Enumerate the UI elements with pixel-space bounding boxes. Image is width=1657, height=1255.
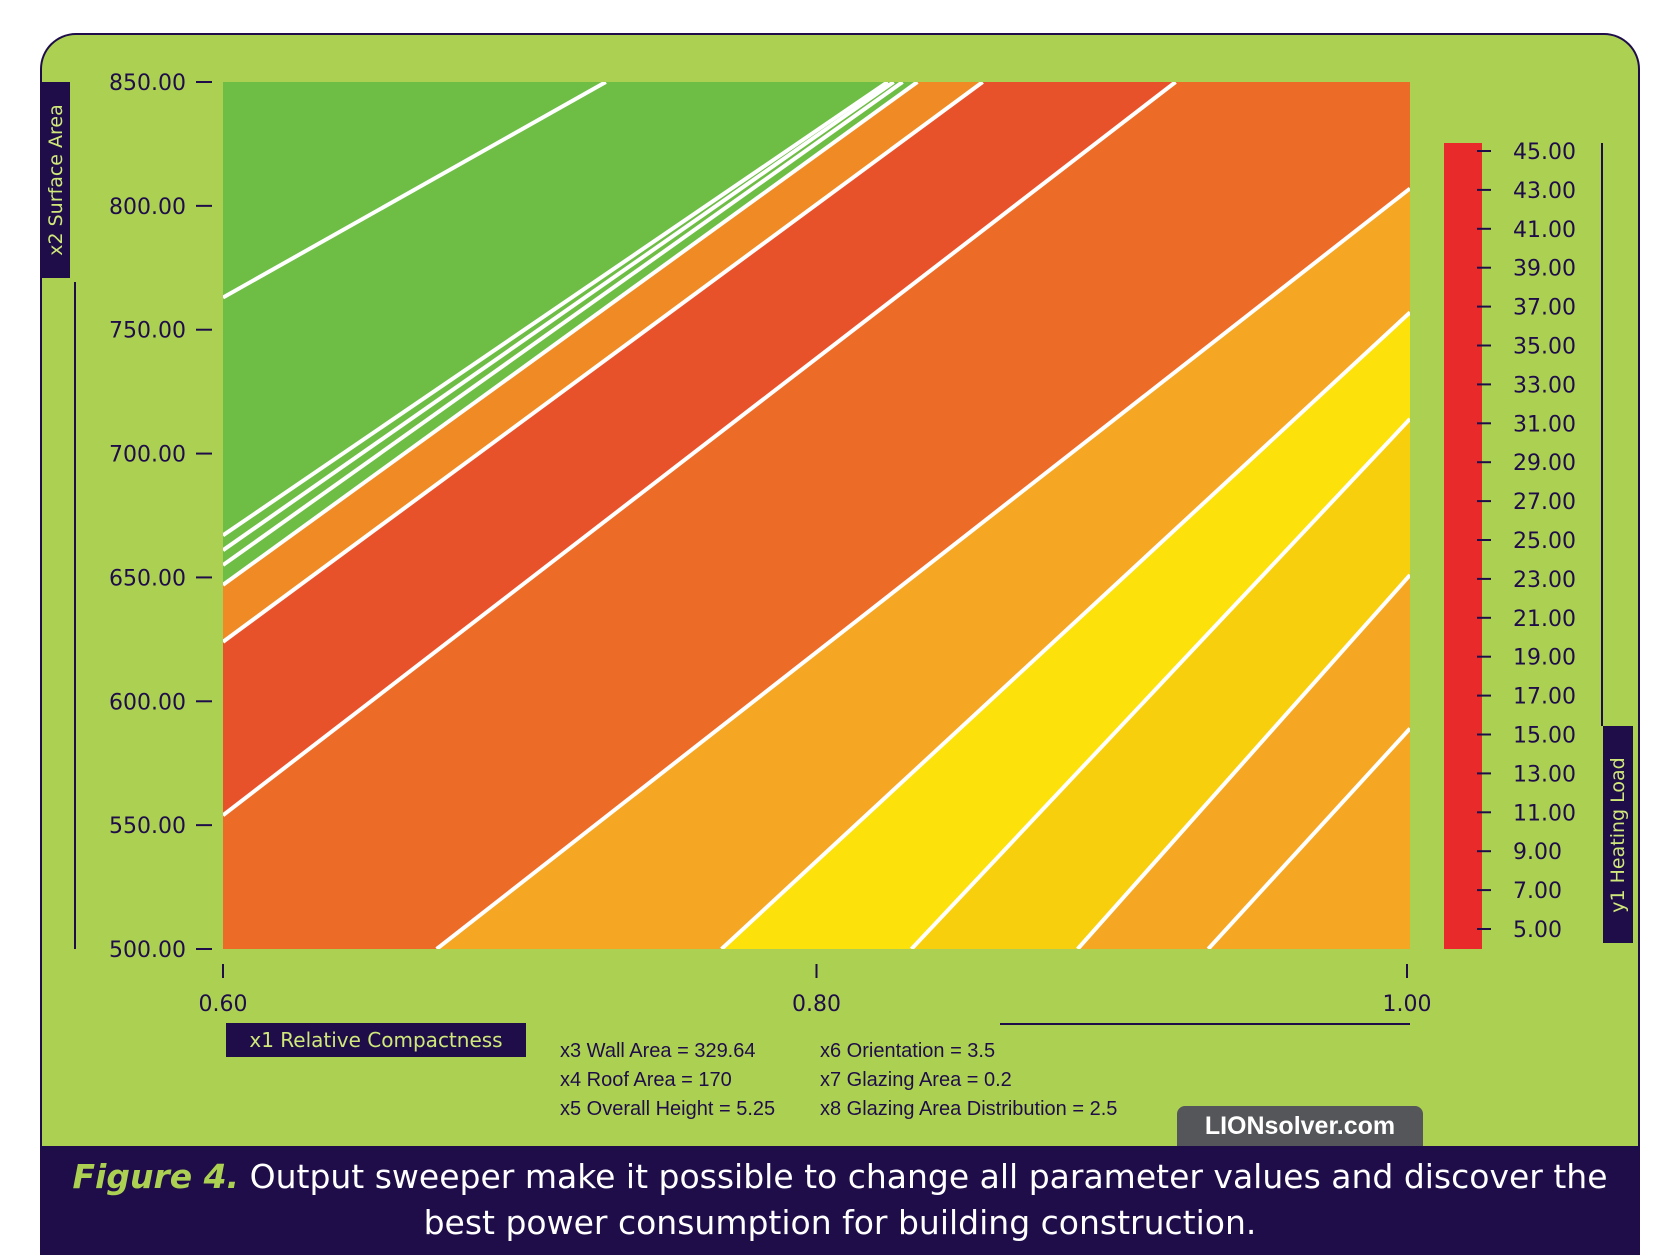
colorbar-title: y1 Heating Load [1603, 726, 1633, 943]
contour-line-0 [223, 82, 607, 300]
figure-caption: Figure 4. Output sweeper make it possibl… [40, 1146, 1640, 1255]
contour-line-11 [1206, 727, 1410, 949]
y-tick-label: 650.00 [109, 566, 186, 591]
colorbar-tick-label: 35.00 [1513, 335, 1576, 360]
parameter-roof-area: x4 Roof Area = 170 [560, 1069, 732, 1091]
y-tick-label: 600.00 [109, 690, 186, 715]
parameter-wall-area: x3 Wall Area = 329.64 [560, 1040, 756, 1062]
colorbar-tick-label: 39.00 [1513, 257, 1576, 282]
colorbar-tick-label: 41.00 [1513, 218, 1576, 243]
heatmap-band-5 [223, 82, 1410, 949]
contour-line-7 [435, 186, 1410, 949]
colorbar-tick-label: 7.00 [1513, 879, 1562, 904]
caption-label: Figure 4. [72, 1157, 240, 1196]
caption-text: Output sweeper make it possible to chang… [249, 1157, 1608, 1242]
colorbar-tick-label: 19.00 [1513, 646, 1576, 671]
colorbar-tick-label: 9.00 [1513, 840, 1562, 865]
contour-line-10 [1076, 573, 1410, 949]
contour-line-6 [223, 82, 1177, 817]
x-tick-label: 1.00 [1383, 992, 1432, 1017]
x-axis: 0.60 0.80 1.00 [199, 964, 1432, 1025]
colorbar-tick-label: 27.00 [1513, 490, 1576, 515]
colorbar-tick-label: 33.00 [1513, 373, 1576, 398]
colorbar [1444, 143, 1482, 949]
colorbar-tick-label: 23.00 [1513, 568, 1576, 593]
y-tick-label: 700.00 [109, 443, 186, 468]
x-tick-label: 0.60 [199, 992, 248, 1017]
parameter-glazing-distribution: x8 Glazing Area Distribution = 2.5 [820, 1098, 1118, 1120]
colorbar-tick-label: 13.00 [1513, 762, 1576, 787]
colorbar-tick-label: 15.00 [1513, 724, 1576, 749]
parameter-orientation: x6 Orientation = 3.5 [820, 1040, 996, 1062]
y-axis: 850.00 800.00 750.00 700.00 650.00 600.00 550.… [74, 71, 212, 963]
colorbar-tick-label: 11.00 [1513, 801, 1576, 826]
colorbar-tick-label: 45.00 [1513, 140, 1576, 165]
colorbar-tick-label: 25.00 [1513, 529, 1576, 554]
contour-lines [223, 82, 1410, 949]
colorbar-tick-label: 5.00 [1513, 918, 1562, 943]
contour-line-8 [720, 310, 1410, 949]
colorbar-tick-label: 29.00 [1513, 451, 1576, 476]
y-tick-label: 750.00 [109, 319, 186, 344]
parameter-glazing-area: x7 Glazing Area = 0.2 [820, 1069, 1012, 1091]
y-axis-title-text: x2 Surface Area [45, 104, 67, 256]
contour-line-9 [910, 417, 1410, 949]
x-axis-title: x1 Relative Compactness [226, 1023, 526, 1057]
y-tick-label: 850.00 [109, 71, 186, 96]
y-tick-label: 500.00 [109, 938, 186, 963]
contour-line-4 [223, 82, 919, 587]
colorbar-tick-label: 43.00 [1513, 179, 1576, 204]
y-tick-label: 550.00 [109, 814, 186, 839]
colorbar-title-text: y1 Heating Load [1607, 756, 1629, 913]
colorbar-tick-label: 37.00 [1513, 296, 1576, 321]
contour-line-3 [223, 82, 904, 567]
parameter-overall-height: x5 Overall Height = 5.25 [560, 1098, 776, 1120]
colorbar-axis: 45.00 43.00 41.00 39.00 37.00 35.00 33.00 31.00… [1477, 140, 1603, 943]
colorbar-tick-label: 31.00 [1513, 412, 1576, 437]
brand-badge[interactable]: LIONsolver.com [1177, 1106, 1423, 1146]
colorbar-tick-label: 17.00 [1513, 685, 1576, 710]
parameters-left: x3 Wall Area = 329.64 x4 Roof Area = 170… [560, 1037, 775, 1124]
contour-line-1 [223, 82, 889, 537]
parameters-right: x6 Orientation = 3.5 x7 Glazing Area = 0… [820, 1037, 1117, 1124]
y-axis-title: x2 Surface Area [42, 82, 70, 278]
y-tick-label: 800.00 [109, 195, 186, 220]
colorbar-tick-label: 21.00 [1513, 607, 1576, 632]
heatmap-bands [223, 82, 1410, 949]
contour-line-5 [223, 82, 984, 644]
x-tick-label: 0.80 [792, 992, 841, 1017]
contour-line-2 [223, 82, 895, 552]
